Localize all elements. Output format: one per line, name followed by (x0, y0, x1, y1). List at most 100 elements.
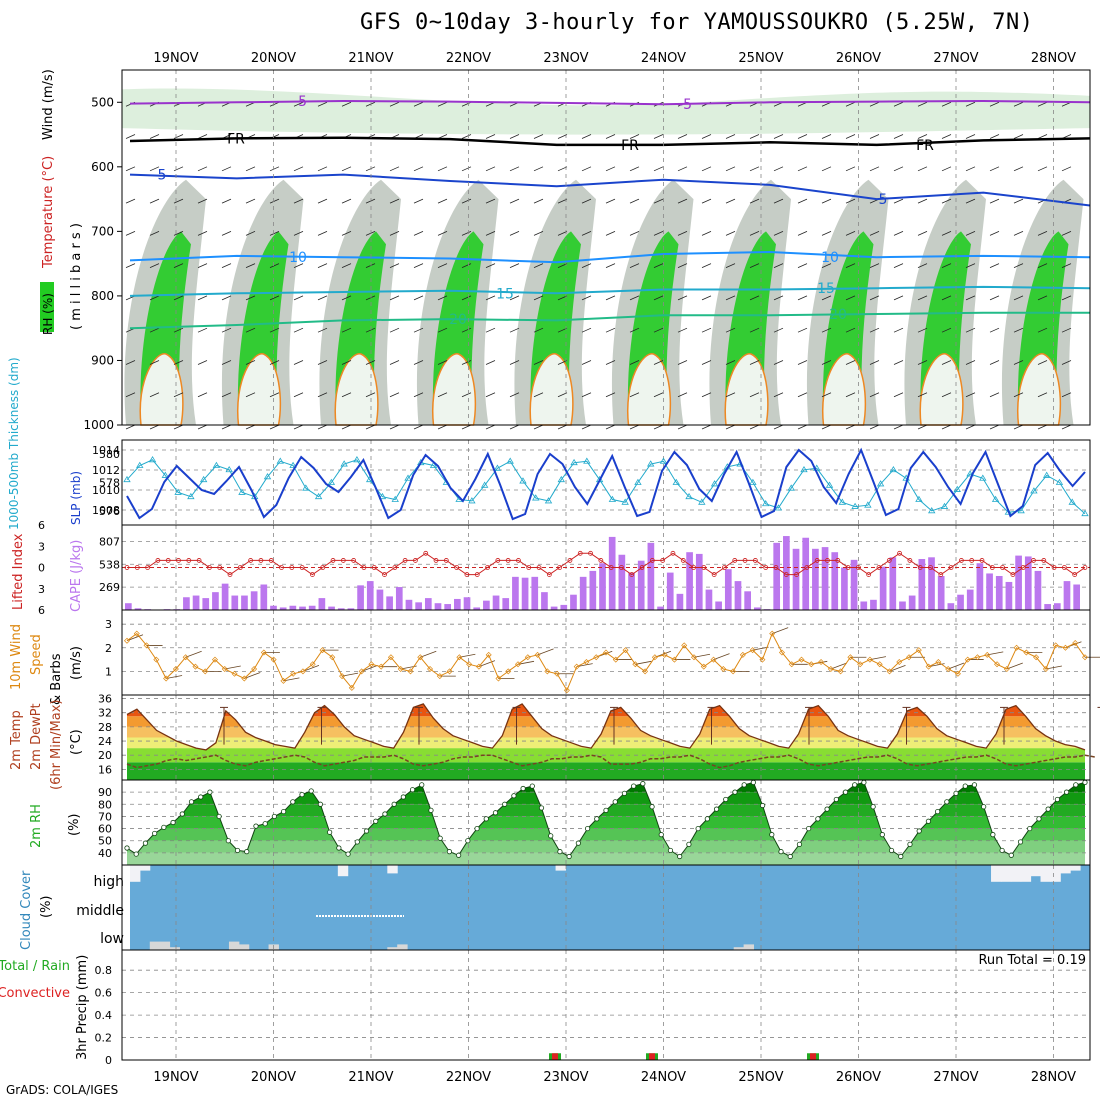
wind-barb (797, 424, 808, 430)
wind-barb (941, 392, 952, 398)
thickness-point (493, 464, 502, 471)
rh-point (299, 791, 305, 798)
cape-bar (1053, 603, 1061, 610)
temperature-contour-10 (129, 250, 1091, 264)
cape-bar (715, 601, 722, 610)
wind-barb (149, 263, 160, 269)
lifted-index-point (629, 572, 635, 577)
thickness-point (557, 475, 565, 483)
contour-label: -5 (293, 94, 307, 110)
thickness-point (761, 499, 770, 507)
wind-barb (749, 360, 760, 365)
wind-barb (941, 166, 952, 172)
thickness-point (353, 456, 361, 463)
wind-barb (389, 198, 400, 204)
lifted-index-point (454, 565, 460, 570)
temperature-band (127, 762, 1085, 780)
cape-bar (376, 589, 384, 610)
wind-barb (725, 392, 736, 398)
wind-barb (653, 263, 664, 269)
thickness-point (123, 475, 131, 483)
wind-barb (1037, 263, 1048, 269)
wind-barb (821, 295, 832, 301)
footer-credit: GrADS: COLA/IGES (6, 1083, 119, 1097)
rh-point (1082, 779, 1088, 786)
cape-bar (512, 576, 519, 610)
rh-point (870, 804, 876, 810)
wind-barb (889, 665, 906, 672)
rh-point (898, 853, 904, 860)
rh-point (317, 801, 324, 807)
cape-bar (995, 576, 1003, 610)
wind-barb (341, 166, 352, 172)
rh-point (474, 825, 480, 832)
lifted-index-point (526, 565, 532, 570)
wind-speed-point (759, 656, 766, 663)
rh-point (686, 841, 692, 847)
rh-point (290, 799, 296, 805)
thickness-point (647, 460, 655, 467)
rh-point (124, 845, 130, 851)
wind-speed-point (739, 651, 746, 658)
wind-speed-point (427, 666, 434, 673)
wind-barb (893, 134, 904, 139)
date-label-bottom: 23NOV (543, 1070, 588, 1085)
cape-bar (618, 554, 626, 610)
wind-barb (341, 327, 352, 333)
rh-point (382, 811, 388, 817)
wind-barb (749, 263, 760, 269)
wind-barb (245, 198, 256, 204)
lifted-index-point (660, 558, 666, 563)
wind-barb (677, 198, 688, 204)
wind-speed-point (378, 663, 385, 670)
contour-label: 10 (821, 250, 839, 266)
date-label-top: 22NOV (446, 51, 491, 66)
wind-barb (1061, 392, 1072, 398)
wind-barb (581, 392, 592, 398)
cloud-high-bar (1030, 865, 1042, 877)
lifted-index-line (127, 552, 1086, 576)
lifted-index-point (1082, 565, 1088, 570)
cape-bar (976, 563, 984, 610)
wind-speed-point (964, 656, 971, 663)
dewpoint-line (126, 754, 1096, 769)
run-total: Run Total = 0.19 (978, 953, 1086, 968)
rh-point (566, 853, 572, 860)
wind-barb (413, 263, 424, 269)
wind-barb (1037, 295, 1048, 301)
lifted-index-point (917, 565, 923, 570)
wind-barb (701, 166, 712, 172)
wind-barb (244, 672, 261, 679)
wind-barb (389, 295, 400, 301)
lifted-index-point (217, 565, 223, 570)
wind-barb (437, 392, 448, 398)
wind-barb (173, 392, 184, 398)
rh-point (944, 799, 950, 805)
wind-barb (389, 392, 400, 398)
cape-bar (531, 576, 539, 610)
thickness-point (238, 488, 246, 495)
cloud-low-bar (149, 941, 161, 950)
wind-barb (845, 295, 856, 301)
lifted-index-point (794, 572, 799, 577)
lifted-index-point (546, 572, 552, 577)
precip-label: 3hr Precip (mm) (75, 955, 90, 1060)
wind-barb (869, 230, 880, 236)
rh-point (1008, 852, 1014, 858)
rh-point (1063, 789, 1070, 795)
rh2m-label: (%) (67, 814, 82, 837)
wind-barb (173, 424, 184, 430)
lifted-index-tick: 3 (38, 540, 45, 553)
wind-barb (773, 360, 784, 365)
lifted-index-point (897, 550, 902, 556)
wind-barb (173, 295, 184, 301)
wind-barb (797, 198, 808, 204)
cape-bar (783, 536, 790, 610)
thickness-tick: 580 (99, 448, 120, 461)
temperature-contour-20 (129, 311, 1090, 330)
lifted-index-point (443, 558, 449, 563)
cape-bar (666, 572, 674, 610)
cape-bar (850, 559, 858, 610)
wind-barb (845, 360, 856, 365)
